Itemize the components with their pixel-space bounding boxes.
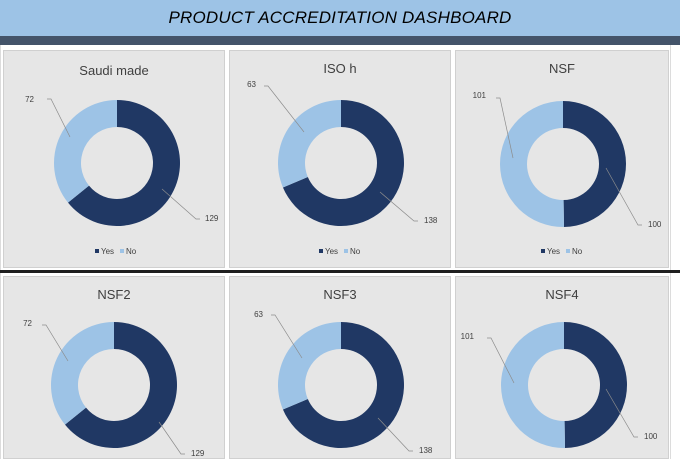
- legend-swatch-no: [120, 249, 124, 253]
- slice-yes: [563, 101, 627, 227]
- data-label-no: 101: [473, 91, 487, 100]
- chart-panel: Saudi made 129 72 Yes No: [3, 50, 225, 268]
- chart-panel: NSF 100 101 Yes No: [455, 50, 669, 268]
- leader-line: [487, 337, 515, 384]
- donut-chart: 129 72: [23, 319, 205, 458]
- chart-title: ISO h: [323, 61, 357, 76]
- chart-panel: NSF2 129 72: [3, 276, 225, 459]
- legend-label-no: No: [126, 247, 137, 256]
- header-rule: [0, 36, 680, 45]
- chart-panel: ISO h 138 63 Yes No: [229, 50, 451, 268]
- slice-yes: [65, 322, 177, 448]
- slice-no: [501, 322, 565, 448]
- leader-line: [161, 188, 200, 220]
- data-label-yes: 138: [424, 216, 438, 225]
- legend-label-no: No: [572, 247, 583, 256]
- legend-label-yes: Yes: [325, 247, 338, 256]
- slice-no: [278, 100, 341, 188]
- leader-line: [47, 98, 71, 138]
- slice-no: [500, 101, 564, 227]
- chart-title: NSF4: [545, 287, 579, 302]
- legend-swatch-yes: [541, 249, 545, 253]
- slice-yes: [282, 322, 404, 448]
- slice-yes: [282, 100, 404, 227]
- data-label-yes: 100: [648, 220, 662, 229]
- data-label-no: 72: [23, 319, 32, 328]
- chart-title: Saudi made: [79, 63, 149, 78]
- slice-no: [278, 322, 341, 410]
- gridline: [0, 45, 1, 459]
- leader-line: [377, 417, 413, 452]
- chart-panel: NSF4 100 101: [455, 276, 669, 459]
- leader-line: [264, 85, 305, 133]
- data-label-yes: 129: [191, 449, 205, 458]
- chart-title: NSF3: [323, 287, 357, 302]
- leader-line: [42, 324, 69, 362]
- donut-chart: 138 63: [254, 310, 433, 455]
- donut-chart: 138 63 Yes No: [247, 80, 438, 256]
- slice-yes: [564, 322, 628, 448]
- data-label-no: 63: [254, 310, 263, 319]
- leader-line: [271, 314, 303, 359]
- legend-swatch-yes: [95, 249, 99, 253]
- leader-line: [379, 191, 418, 222]
- data-label-no: 101: [461, 332, 475, 341]
- donut-chart: 100 101 Yes No: [473, 91, 662, 256]
- chart-title: NSF2: [97, 287, 131, 302]
- leader-line: [496, 97, 514, 159]
- leader-line: [605, 167, 642, 226]
- chart-panel: NSF3 138 63: [229, 276, 451, 459]
- legend-swatch-yes: [319, 249, 323, 253]
- legend-label-yes: Yes: [101, 247, 114, 256]
- chart-title: NSF: [549, 61, 575, 76]
- dashboard-title: PRODUCT ACCREDITATION DASHBOARD: [168, 8, 512, 27]
- row-separator: [0, 270, 680, 273]
- dashboard-header: PRODUCT ACCREDITATION DASHBOARD: [0, 0, 680, 36]
- data-label-yes: 138: [419, 446, 433, 455]
- slice-no: [50, 322, 114, 425]
- data-label-no: 63: [247, 80, 256, 89]
- legend-swatch-no: [344, 249, 348, 253]
- leader-line: [158, 421, 185, 455]
- slice-no: [54, 100, 117, 203]
- donut-chart: 100 101: [461, 322, 658, 448]
- data-label-yes: 100: [644, 432, 658, 441]
- legend-label-yes: Yes: [547, 247, 560, 256]
- data-label-yes: 129: [205, 214, 219, 223]
- leader-line: [605, 388, 638, 438]
- data-label-no: 72: [25, 95, 34, 104]
- donut-chart: 129 72 Yes No: [25, 95, 219, 256]
- legend-label-no: No: [350, 247, 361, 256]
- gridline: [670, 45, 671, 459]
- legend-swatch-no: [566, 249, 570, 253]
- slice-yes: [68, 100, 181, 226]
